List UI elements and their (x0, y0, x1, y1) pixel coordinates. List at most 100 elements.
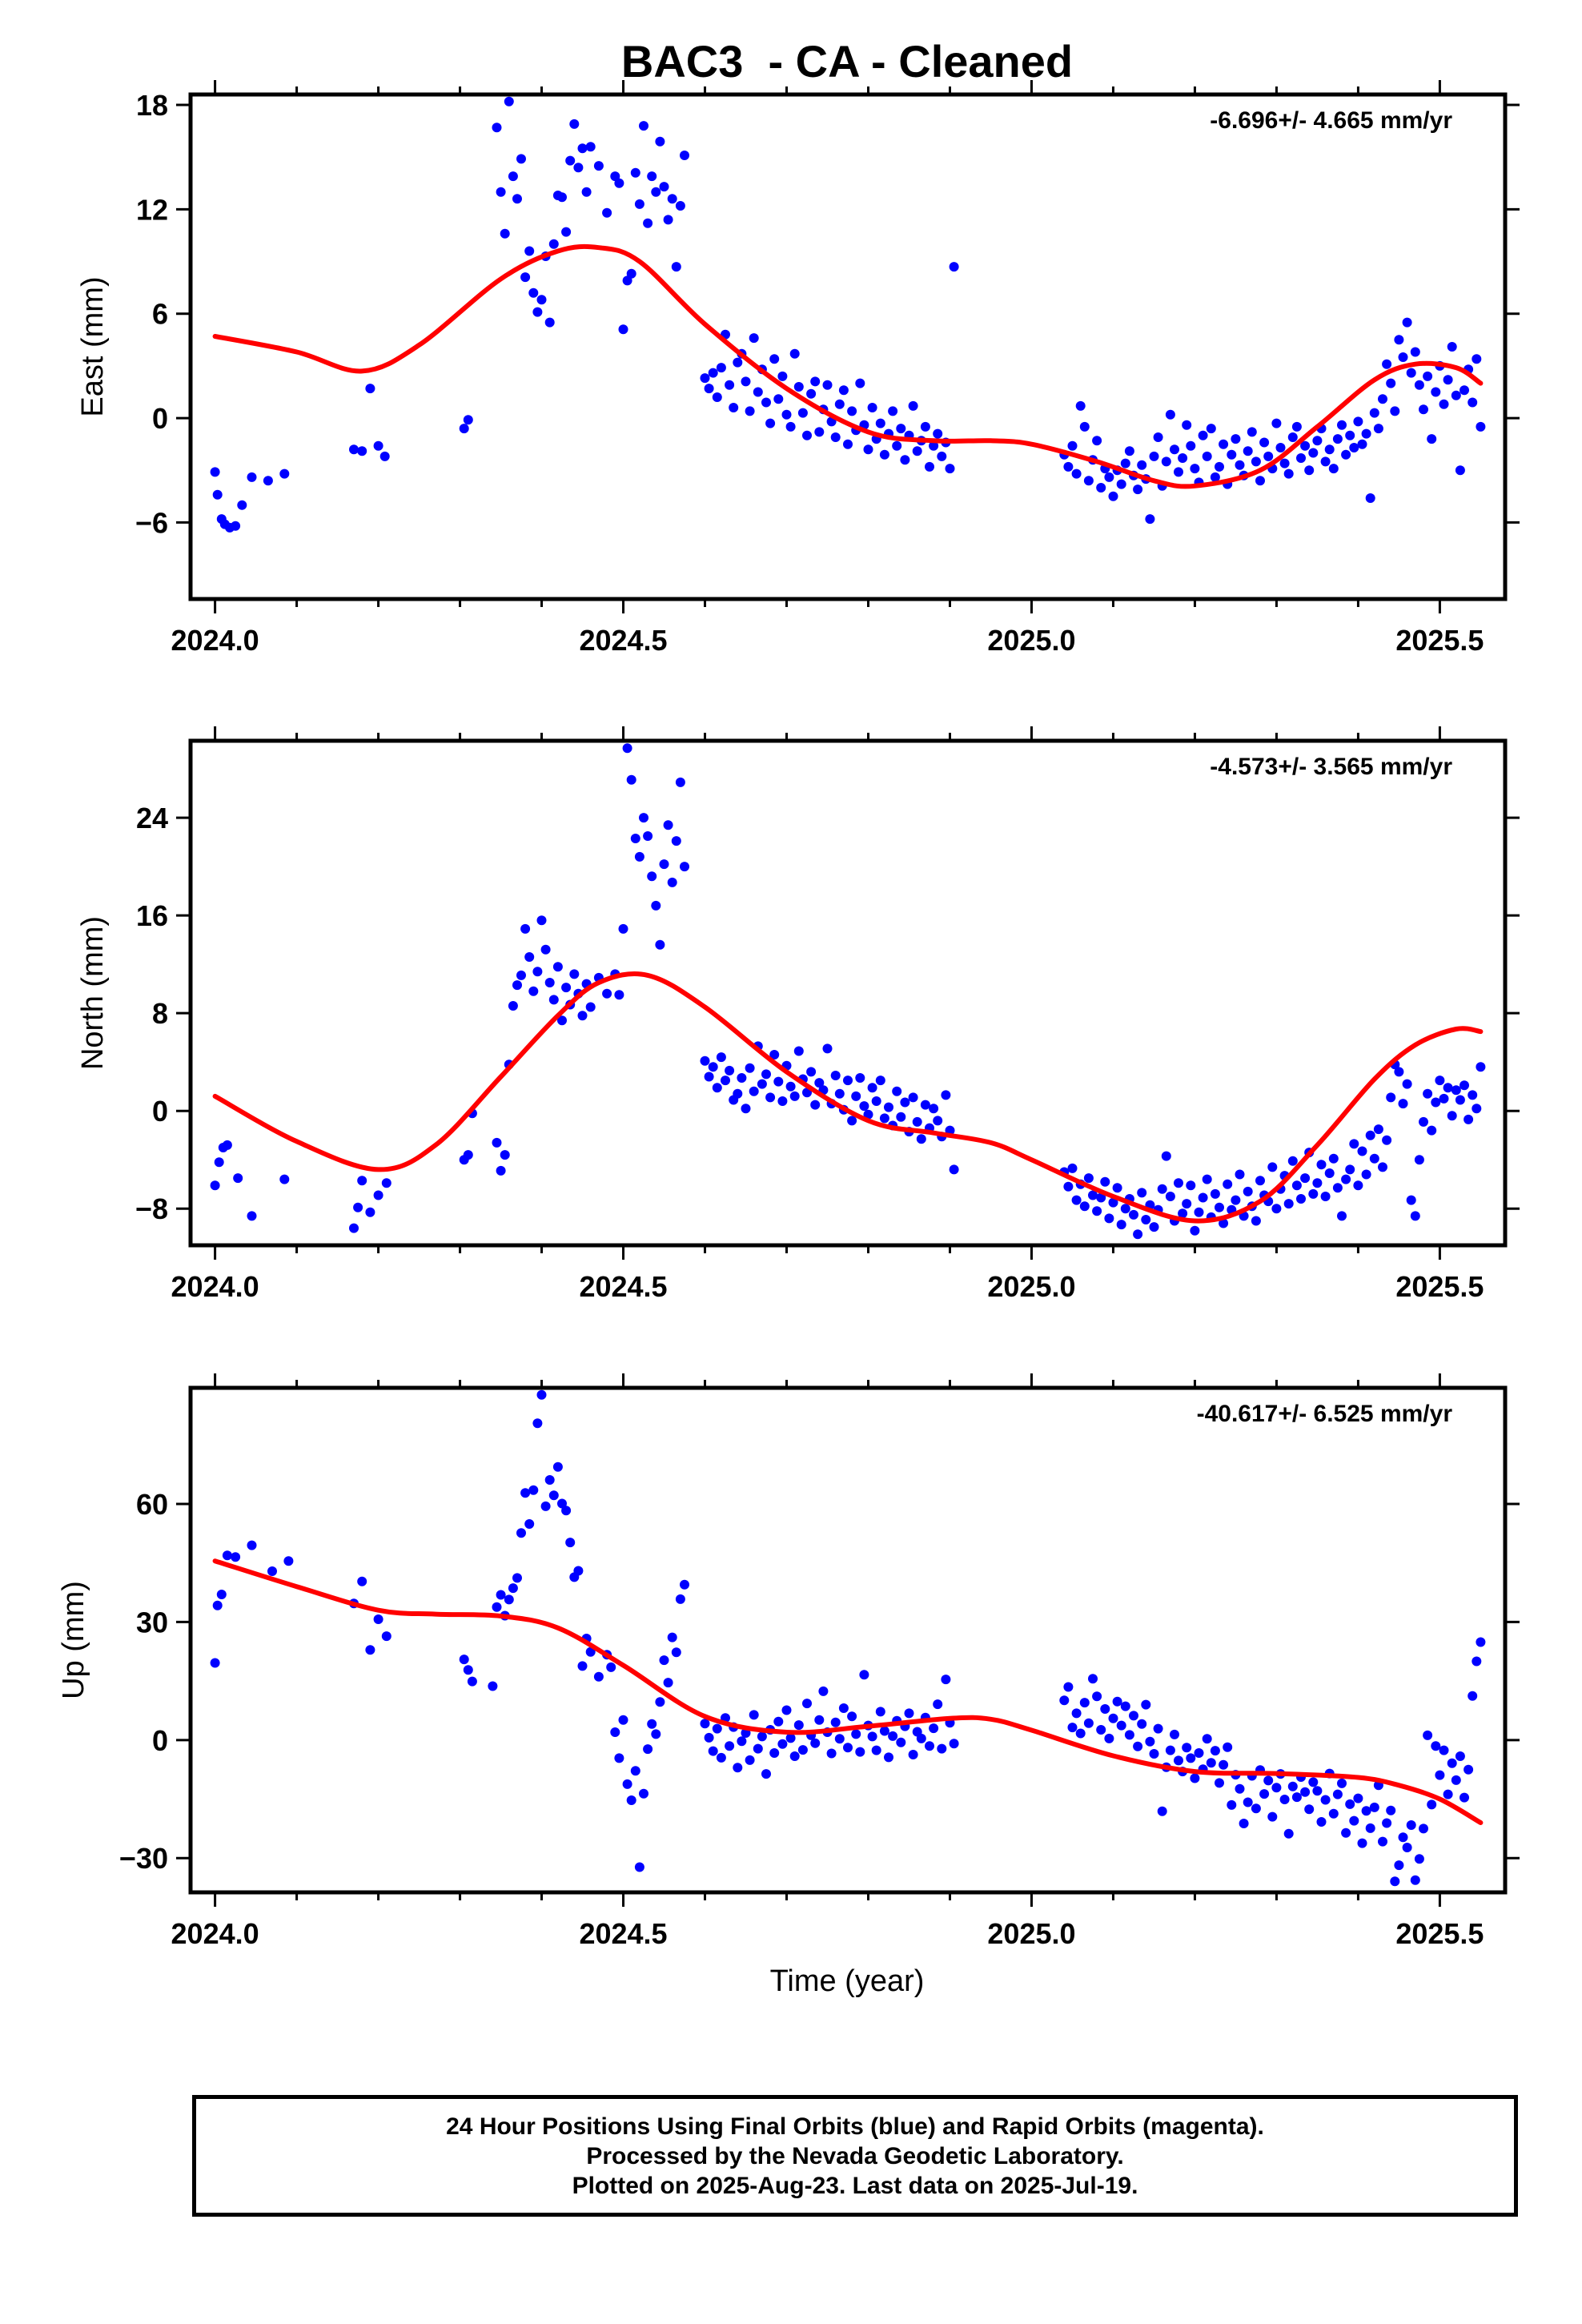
data-point (516, 1528, 526, 1538)
data-point (1328, 1153, 1339, 1164)
data-point (1243, 1797, 1253, 1807)
data-point (1472, 1656, 1482, 1667)
data-point (1271, 1783, 1282, 1793)
data-point (655, 939, 665, 950)
data-point (1063, 1682, 1074, 1692)
data-point (618, 923, 628, 934)
data-point (1476, 421, 1486, 432)
data-point (1439, 1093, 1449, 1104)
data-point (1120, 1204, 1130, 1214)
data-point (937, 1743, 947, 1754)
data-point (492, 1602, 502, 1612)
data-point (512, 1573, 522, 1583)
data-point (655, 1697, 665, 1707)
data-point (532, 967, 543, 977)
data-point (716, 1752, 726, 1763)
data-point (810, 1100, 821, 1110)
data-point (508, 171, 518, 182)
y-tick-label: 30 (136, 1606, 168, 1638)
data-point (1423, 371, 1433, 381)
data-point (1104, 1733, 1114, 1743)
data-point (1410, 347, 1420, 357)
data-point (1227, 449, 1237, 460)
data-point (1398, 1099, 1408, 1109)
data-point (610, 1727, 620, 1737)
data-point (1235, 460, 1245, 470)
data-point (630, 834, 640, 843)
data-point (1337, 1211, 1347, 1221)
data-point (916, 1134, 926, 1144)
data-point (1291, 421, 1302, 432)
data-point (1116, 479, 1126, 489)
data-point (1312, 1178, 1323, 1188)
data-point (622, 743, 632, 754)
data-point (802, 430, 812, 440)
data-point (700, 373, 710, 384)
x-tick-label: 2025.0 (987, 1917, 1075, 1950)
data-point (704, 384, 714, 394)
data-point (1435, 1770, 1445, 1780)
data-point (528, 287, 539, 298)
data-point (671, 262, 681, 272)
y-tick-label: 8 (152, 997, 168, 1030)
data-point (496, 1165, 506, 1176)
data-point (1369, 1802, 1379, 1812)
data-point (532, 307, 543, 317)
data-point (614, 178, 624, 188)
data-point (1096, 1192, 1106, 1203)
up-panel: 2024.0 2024.5 2025.0 2025.5 −30 0 30 60 Up (mm) -… (57, 1373, 1520, 1950)
fit-curve (212, 243, 1484, 489)
data-point (818, 1686, 829, 1696)
data-point (814, 1078, 825, 1088)
data-point (847, 406, 857, 416)
data-point (552, 962, 563, 972)
data-point (1353, 416, 1363, 427)
x-tick-label: 2024.5 (579, 1270, 667, 1303)
data-point (1157, 1806, 1167, 1816)
data-point (675, 1594, 685, 1604)
data-point (214, 1157, 224, 1168)
data-point (231, 521, 241, 531)
data-point (793, 382, 804, 392)
data-point (622, 1779, 632, 1789)
data-point (1235, 1783, 1245, 1794)
data-point (524, 952, 535, 962)
data-point (630, 167, 640, 178)
data-point (1227, 1799, 1237, 1810)
data-point (704, 1072, 714, 1082)
data-point (1275, 443, 1286, 452)
data-point (1129, 1209, 1138, 1220)
data-point (834, 399, 845, 409)
data-point (544, 1475, 555, 1485)
data-point (879, 449, 889, 460)
data-point (896, 1737, 906, 1747)
data-point (1431, 387, 1441, 397)
data-point (1410, 1211, 1420, 1221)
x-tick-label: 2025.0 (987, 1270, 1075, 1303)
data-point (1255, 476, 1265, 486)
data-point (1112, 1696, 1122, 1707)
data-point (536, 295, 547, 305)
data-point (643, 218, 653, 228)
data-point (1365, 493, 1375, 503)
plot-frame (188, 738, 1508, 1248)
data-point (540, 1501, 551, 1511)
data-point (1316, 1160, 1327, 1170)
data-point (912, 1116, 922, 1127)
data-point (834, 1734, 845, 1744)
data-point (1423, 1088, 1433, 1099)
data-point (741, 376, 751, 387)
data-point (212, 489, 223, 500)
data-point (573, 1566, 584, 1576)
data-point (1460, 1080, 1469, 1091)
data-point (843, 1076, 853, 1086)
data-point (933, 1116, 943, 1126)
data-point (1373, 424, 1383, 434)
data-point (871, 1096, 881, 1106)
data-point (557, 1498, 567, 1509)
data-point (659, 859, 669, 870)
data-point (773, 1716, 784, 1727)
data-point (900, 455, 910, 465)
data-point (708, 1062, 718, 1072)
data-point (1287, 1781, 1298, 1791)
